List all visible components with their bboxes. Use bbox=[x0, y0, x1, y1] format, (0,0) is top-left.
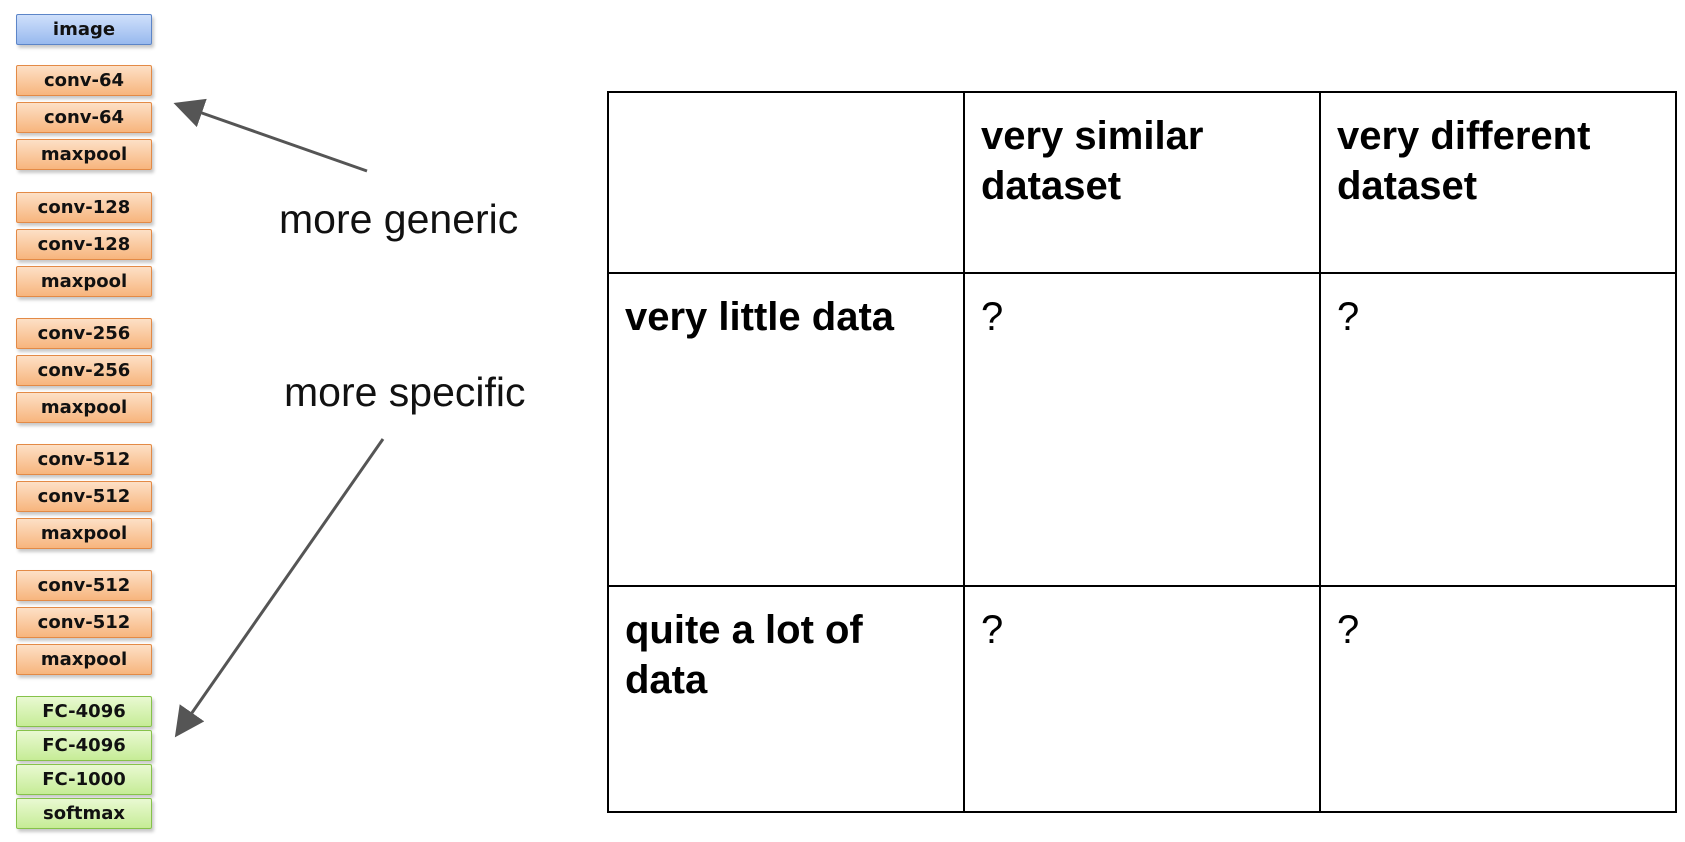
network-layer-stack: image conv-64 conv-64 maxpool conv-128 c… bbox=[0, 0, 170, 842]
layer-conv-128-b: conv-128 bbox=[16, 229, 152, 260]
header-corner-cell bbox=[607, 91, 965, 274]
table-row: very little data ? ? bbox=[607, 272, 1677, 587]
cell-little-similar: ? bbox=[963, 272, 1321, 587]
layer-conv-512-a: conv-512 bbox=[16, 444, 152, 475]
layer-conv-512-d: conv-512 bbox=[16, 607, 152, 638]
header-different-dataset: very different dataset bbox=[1319, 91, 1677, 274]
layer-maxpool-2: maxpool bbox=[16, 266, 152, 297]
layer-conv-256-b: conv-256 bbox=[16, 355, 152, 386]
layer-maxpool-3: maxpool bbox=[16, 392, 152, 423]
layer-conv-128-a: conv-128 bbox=[16, 192, 152, 223]
cell-little-different: ? bbox=[1319, 272, 1677, 587]
cell-lot-similar: ? bbox=[963, 585, 1321, 813]
layer-maxpool-4: maxpool bbox=[16, 518, 152, 549]
layer-conv-64-b: conv-64 bbox=[16, 102, 152, 133]
layer-maxpool-5: maxpool bbox=[16, 644, 152, 675]
arrow-to-early-layers bbox=[173, 98, 368, 173]
layer-fc-4096-b: FC-4096 bbox=[16, 730, 152, 761]
layer-conv-512-b: conv-512 bbox=[16, 481, 152, 512]
table-row: quite a lot of data ? ? bbox=[607, 585, 1677, 813]
layer-conv-256-a: conv-256 bbox=[16, 318, 152, 349]
layer-fc-4096-a: FC-4096 bbox=[16, 696, 152, 727]
cell-lot-different: ? bbox=[1319, 585, 1677, 813]
layer-softmax: softmax bbox=[16, 798, 152, 829]
layer-conv-512-c: conv-512 bbox=[16, 570, 152, 601]
layer-maxpool-1: maxpool bbox=[16, 139, 152, 170]
layer-image: image bbox=[16, 14, 152, 45]
transfer-learning-table: very similar dataset very different data… bbox=[607, 91, 1677, 813]
arrow-to-late-layers bbox=[174, 438, 385, 738]
layer-fc-1000: FC-1000 bbox=[16, 764, 152, 795]
label-more-specific: more specific bbox=[284, 369, 526, 415]
row-label-lot-of-data: quite a lot of data bbox=[607, 585, 965, 813]
label-more-generic: more generic bbox=[279, 196, 519, 242]
row-label-little-data: very little data bbox=[607, 272, 965, 587]
layer-conv-64-a: conv-64 bbox=[16, 65, 152, 96]
table-header-row: very similar dataset very different data… bbox=[607, 91, 1677, 274]
header-similar-dataset: very similar dataset bbox=[963, 91, 1321, 274]
